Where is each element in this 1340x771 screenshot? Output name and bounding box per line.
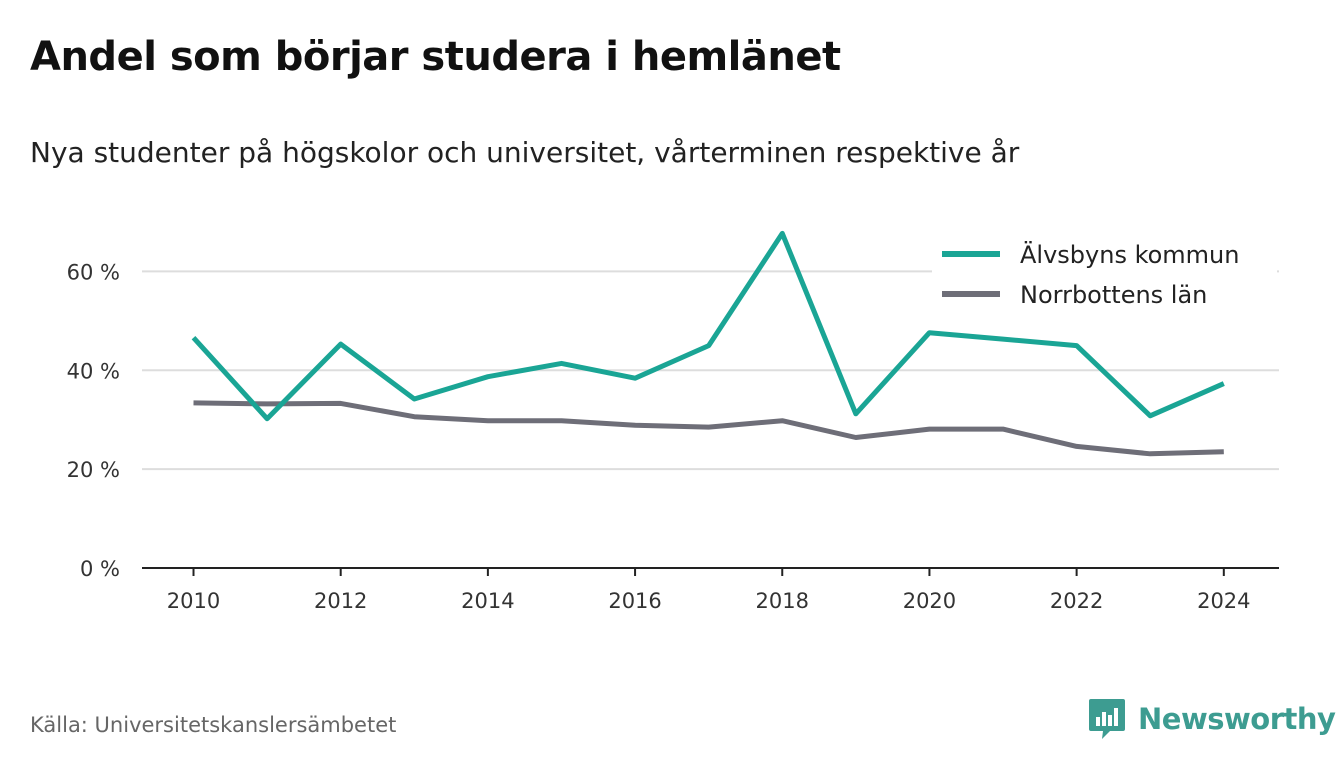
x-tick-label: 2020 xyxy=(903,589,956,613)
chart-subtitle: Nya studenter på högskolor och universit… xyxy=(30,136,1020,169)
series-lines xyxy=(191,230,1225,457)
brand-logo: Newsworthy xyxy=(1088,697,1336,741)
legend-label: Älvsbyns kommun xyxy=(1020,240,1239,269)
y-tick-label: 40 % xyxy=(67,359,120,383)
y-axis-tick-labels: 0 % 20 % 40 % 60 % xyxy=(67,260,120,581)
x-tick-label: 2012 xyxy=(314,589,367,613)
legend: Älvsbyns kommun Norrbottens län xyxy=(932,230,1277,320)
newsworthy-chart-icon xyxy=(1089,699,1125,739)
y-tick-label: 60 % xyxy=(67,260,120,284)
brand-name: Newsworthy xyxy=(1138,702,1336,736)
chart-title: Andel som börjar studera i hemlänet xyxy=(30,34,841,80)
x-axis: 2010 2012 2014 2016 2018 2020 2022 2024 xyxy=(142,567,1279,613)
series-line xyxy=(193,400,1224,457)
legend-label: Norrbottens län xyxy=(1020,281,1207,309)
y-tick-label: 0 % xyxy=(80,557,120,581)
x-tick-label: 2014 xyxy=(461,589,514,613)
source-note: Källa: Universitetskanslersämbetet xyxy=(30,713,397,737)
x-tick-label: 2022 xyxy=(1050,589,1103,613)
x-tick-label: 2016 xyxy=(608,589,661,613)
y-tick-label: 20 % xyxy=(67,458,120,482)
series-line xyxy=(191,230,1225,422)
x-tick-label: 2024 xyxy=(1197,589,1250,613)
x-tick-label: 2010 xyxy=(167,589,220,613)
x-tick-label: 2018 xyxy=(756,589,809,613)
legend-background xyxy=(932,230,1277,320)
